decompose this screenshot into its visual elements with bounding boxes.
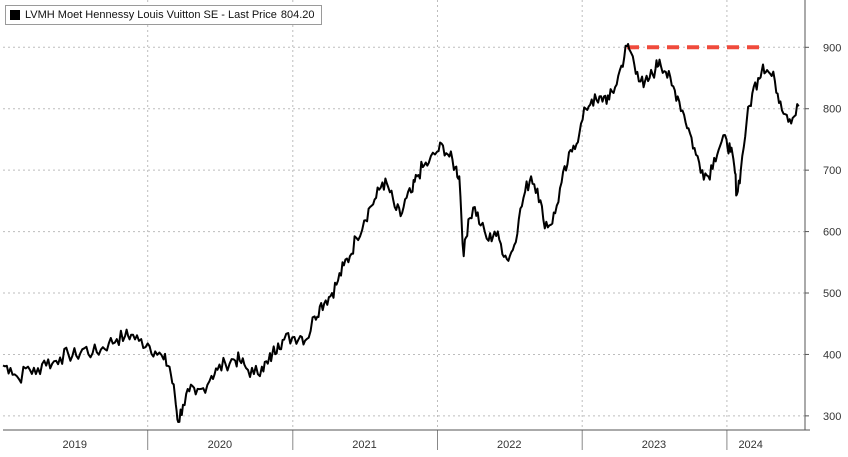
x-axis-labels: 2019 2020 2021 2022 2023 2024 (63, 439, 763, 451)
y-tick-label-500: 500 (823, 288, 841, 300)
x-tick-label-2022: 2022 (497, 439, 521, 451)
y-tick-label-700: 700 (823, 165, 841, 177)
grid-lines (3, 0, 805, 430)
price-series-line (2, 43, 800, 423)
x-tick-label-2020: 2020 (208, 439, 232, 451)
y-tick-label-300: 300 (823, 411, 841, 423)
legend-value: 804.20 (280, 9, 315, 21)
y-axis-labels: 300 400 500 600 700 800 900 (823, 42, 841, 423)
x-tick-label-2023: 2023 (642, 439, 666, 451)
x-tick-label-2019: 2019 (63, 439, 87, 451)
axes (3, 0, 810, 450)
legend-label: LVMH Moet Hennessy Louis Vuitton SE - La… (25, 9, 277, 21)
y-tick-label-900: 900 (823, 42, 841, 54)
x-tick-label-2021: 2021 (352, 439, 376, 451)
legend: LVMH Moet Hennessy Louis Vuitton SE - La… (5, 5, 322, 25)
y-tick-label-800: 800 (823, 104, 841, 116)
x-tick-label-2024: 2024 (738, 439, 762, 451)
y-tick-label-400: 400 (823, 349, 841, 361)
legend-swatch (10, 10, 20, 20)
y-tick-label-600: 600 (823, 227, 841, 239)
